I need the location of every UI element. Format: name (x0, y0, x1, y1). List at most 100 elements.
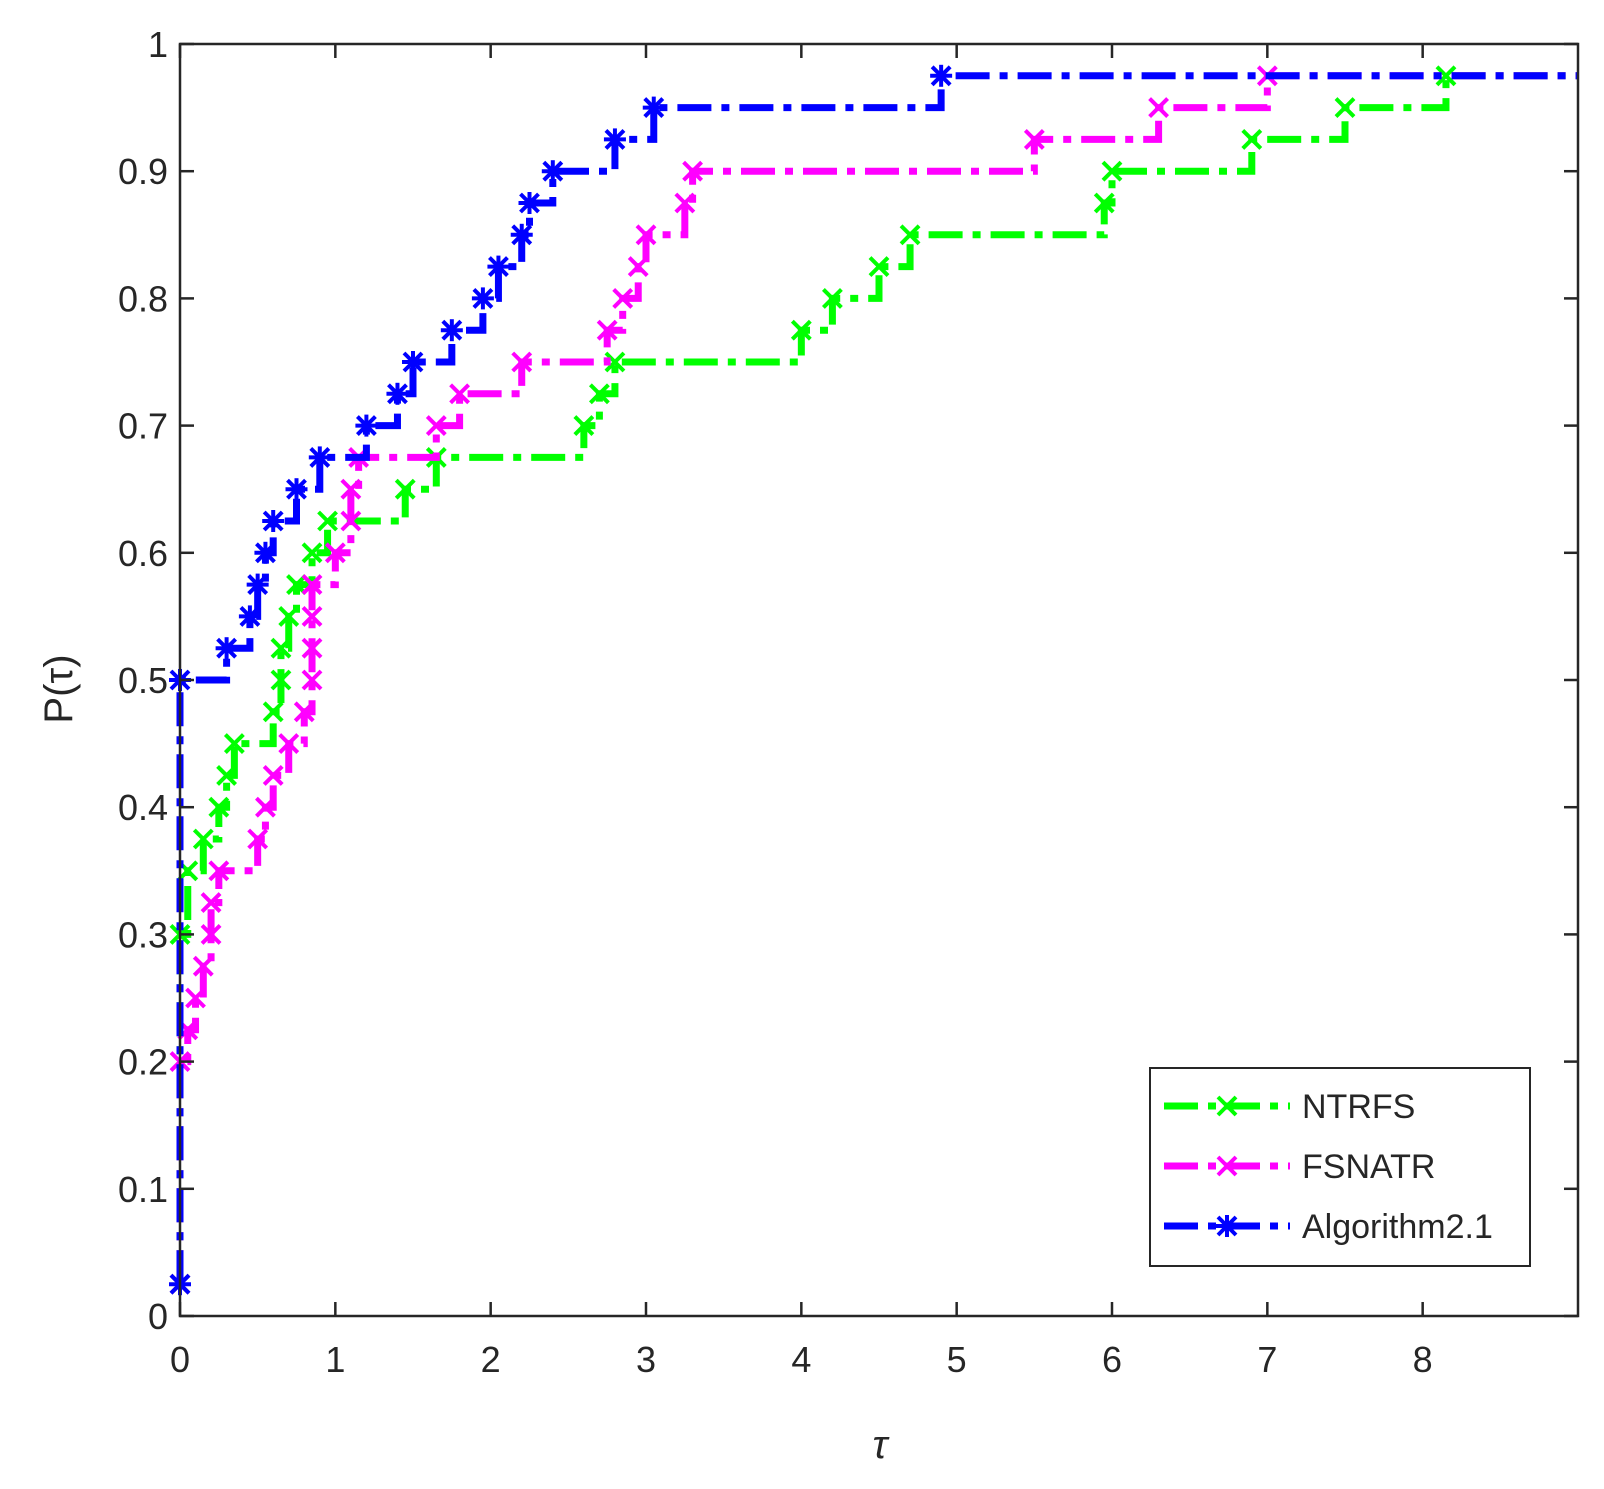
data-point (682, 160, 704, 182)
x-tick-label: 6 (1102, 1339, 1122, 1380)
data-point (208, 796, 230, 818)
data-point (317, 510, 338, 532)
data-point (635, 224, 657, 246)
data-point (247, 828, 269, 850)
data-point (255, 796, 276, 818)
series-algorithm2-1 (169, 64, 1578, 1296)
x-tick-label: 8 (1413, 1339, 1433, 1380)
legend-marker (1216, 1095, 1238, 1117)
data-point (200, 892, 222, 914)
y-tick-label: 0 (148, 1296, 168, 1337)
data-point (1023, 128, 1045, 150)
data-point (588, 383, 610, 405)
data-point (278, 605, 300, 627)
data-point (604, 351, 626, 373)
data-point (301, 637, 323, 659)
data-point (596, 319, 618, 341)
legend-item: Algorithm2.1 (1164, 1208, 1493, 1246)
data-point (192, 955, 214, 977)
data-point (821, 287, 843, 309)
data-point (386, 382, 409, 405)
y-tick-label: 0.9 (118, 151, 168, 192)
data-point (301, 605, 323, 627)
y-tick-label: 0.4 (118, 787, 168, 828)
data-point (308, 446, 331, 469)
legend-label: FSNATR (1302, 1148, 1435, 1186)
series-line (176, 72, 1578, 1285)
data-point (286, 574, 307, 596)
y-tick-label: 0.6 (118, 533, 168, 574)
data-point (471, 287, 494, 310)
data-point (185, 987, 206, 1009)
x-tick-label: 5 (947, 1339, 967, 1380)
data-point (511, 351, 533, 373)
y-tick-label: 0.7 (118, 406, 168, 447)
legend-label: NTRFS (1302, 1088, 1415, 1126)
data-point (324, 542, 346, 564)
legend-item: NTRFS (1164, 1088, 1415, 1126)
legend-marker (1216, 1215, 1238, 1237)
y-tick-label: 0.2 (118, 1042, 168, 1083)
data-point (215, 637, 238, 660)
legend-label: Algorithm2.1 (1302, 1208, 1493, 1246)
y-axis-label: P(τ) (37, 654, 81, 723)
data-point (216, 764, 238, 786)
data-point (1435, 65, 1457, 87)
data-point (262, 701, 284, 723)
data-point (541, 160, 564, 183)
data-point (642, 96, 665, 119)
data-point (254, 541, 277, 564)
y-tick-label: 0.8 (118, 278, 168, 319)
y-tick-label: 0.5 (118, 660, 168, 701)
data-point (1093, 192, 1115, 214)
legend-item: FSNATR (1164, 1148, 1435, 1186)
data-point (425, 415, 447, 437)
data-point (440, 319, 463, 342)
y-tick-label: 0.1 (118, 1169, 168, 1210)
data-point (340, 478, 362, 500)
data-point (612, 287, 634, 309)
x-tick-label: 2 (481, 1339, 501, 1380)
data-point (262, 510, 285, 532)
data-point (518, 192, 541, 214)
x-tick-label: 0 (170, 1339, 190, 1380)
data-point (285, 478, 308, 501)
data-point (1101, 160, 1123, 182)
y-tick-label: 1 (148, 24, 168, 65)
data-point (301, 574, 323, 596)
x-tick-label: 3 (636, 1339, 656, 1380)
data-point (340, 510, 362, 532)
data-point (200, 923, 222, 945)
x-tick-label: 7 (1257, 1339, 1277, 1380)
data-point (270, 669, 292, 691)
data-point (930, 64, 953, 87)
data-point (449, 383, 471, 405)
y-tick-label: 0.3 (118, 914, 168, 955)
data-point (246, 573, 269, 596)
x-tick-label: 4 (791, 1339, 811, 1380)
data-point (510, 223, 533, 246)
data-point (790, 319, 812, 341)
data-point (899, 224, 921, 246)
axes: 0 1 2 3 4 5 6 7 8 0 0.1 0.2 0.3 0.4 0.5 0.6 0.7 0.8 0.9 1 (118, 24, 1580, 1380)
legend-marker (1216, 1155, 1238, 1177)
data-point (355, 414, 378, 437)
data-point (270, 637, 292, 659)
data-point (674, 192, 696, 214)
data-point (1148, 97, 1170, 119)
data-point (293, 701, 315, 723)
data-point (192, 828, 214, 850)
data-point (573, 415, 595, 437)
data-point (603, 128, 626, 151)
data-point (301, 542, 323, 564)
data-point (278, 733, 300, 755)
data-point (627, 256, 649, 278)
data-point (1334, 97, 1356, 119)
x-tick-label: 1 (325, 1339, 345, 1380)
data-point (402, 351, 424, 373)
data-point (208, 860, 230, 882)
data-point (262, 764, 284, 786)
data-point (1241, 128, 1263, 150)
